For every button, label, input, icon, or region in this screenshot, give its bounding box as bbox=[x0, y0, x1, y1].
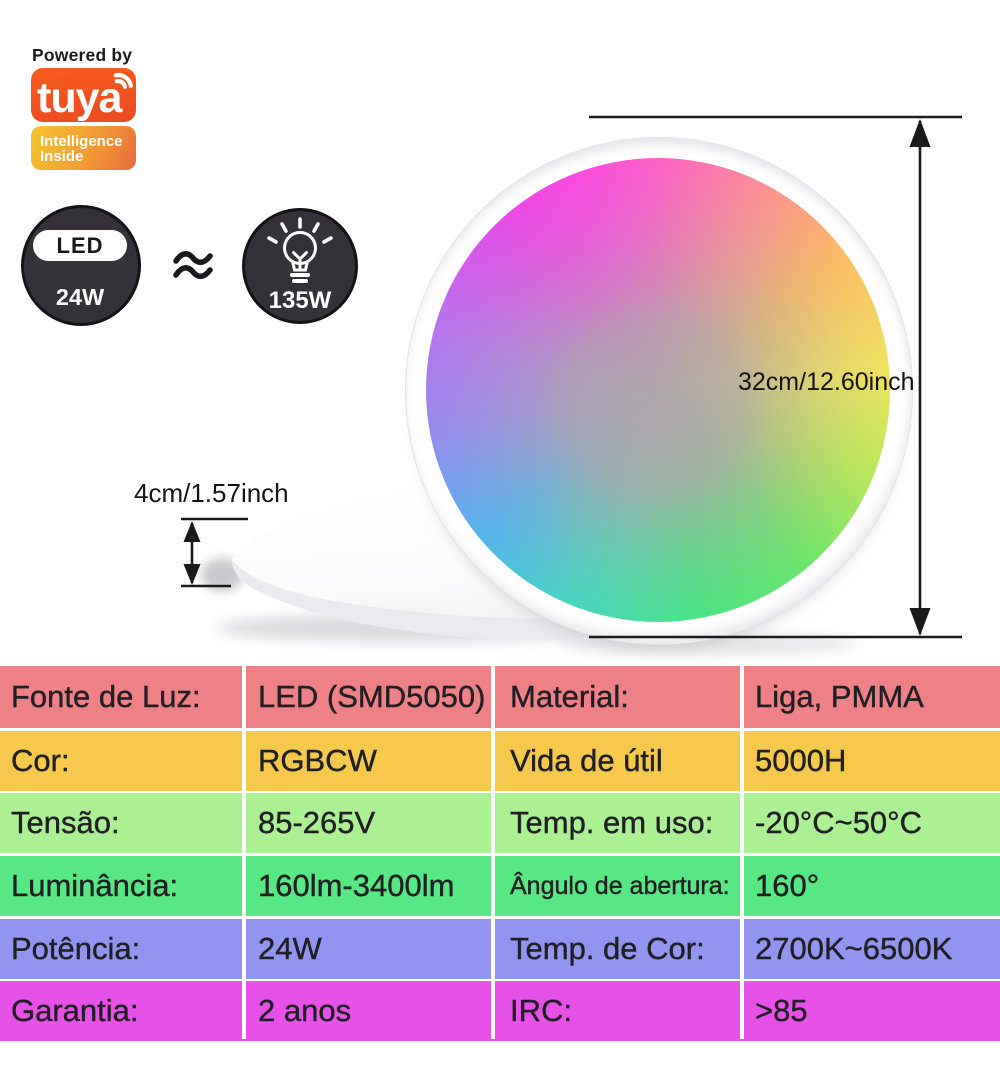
svg-text:tuya: tuya bbox=[37, 74, 124, 122]
